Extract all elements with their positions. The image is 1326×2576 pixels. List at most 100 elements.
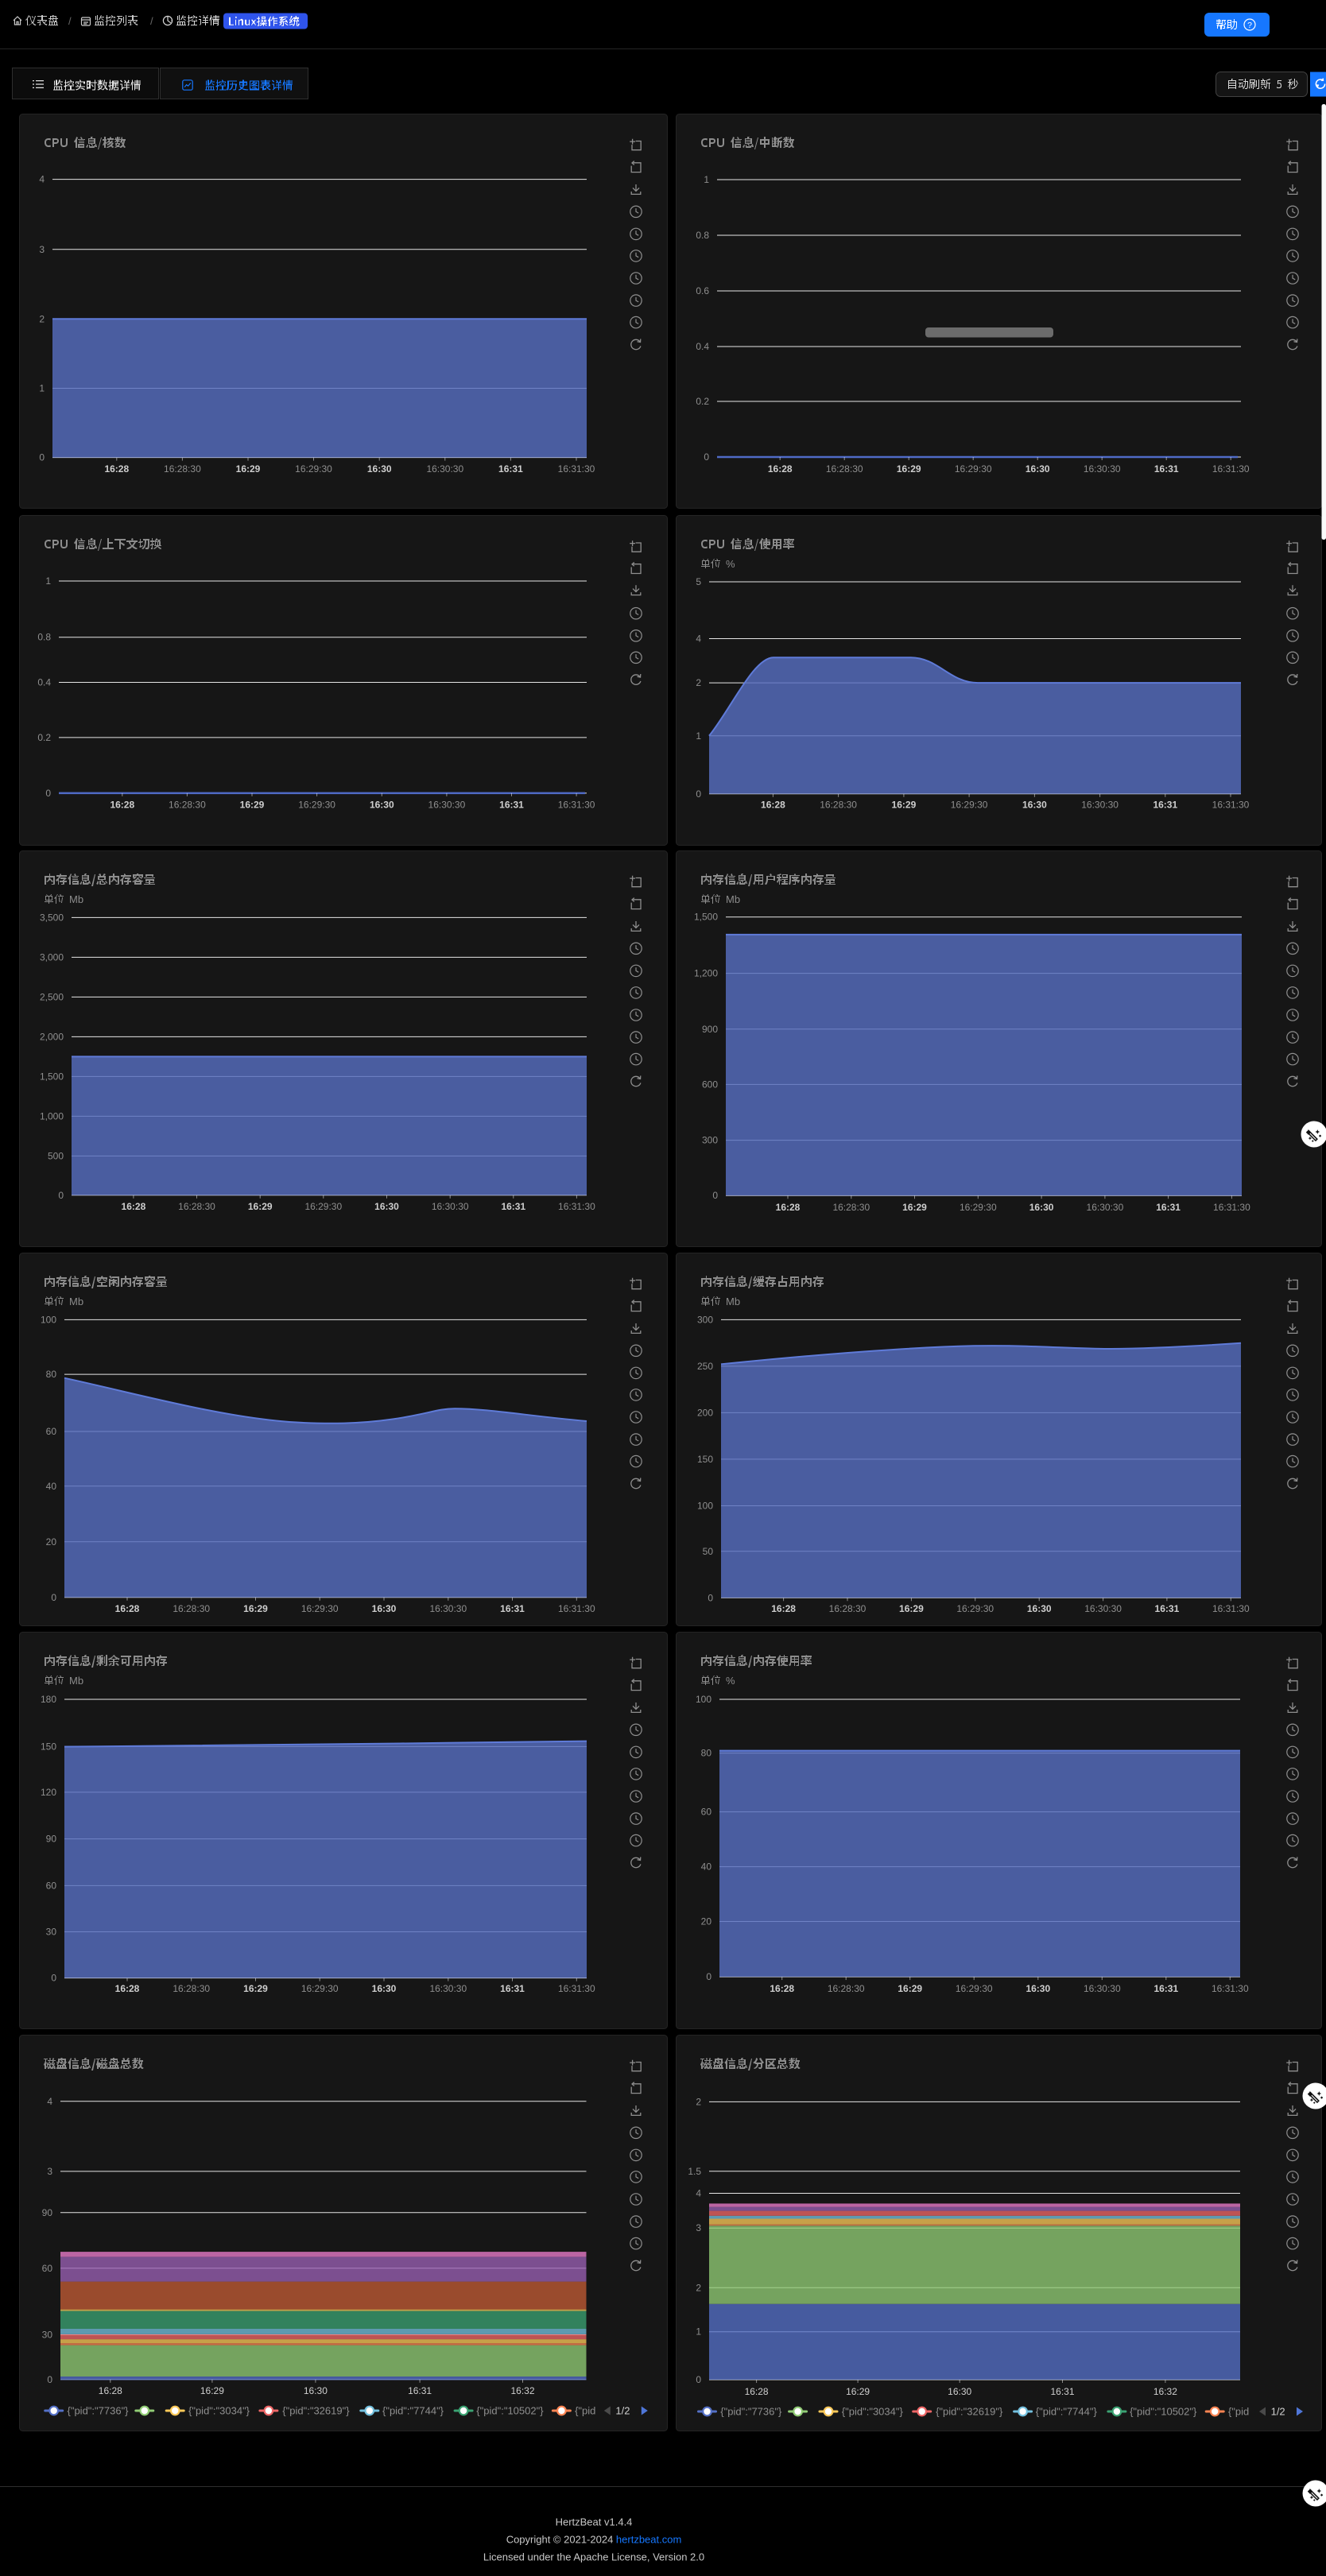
svg-text:{"pid":"7744"}: {"pid":"7744"}: [382, 2405, 444, 2417]
svg-text:1.5: 1.5: [688, 2166, 701, 2177]
svg-text:0: 0: [39, 452, 45, 463]
svg-text:0.8: 0.8: [37, 632, 51, 643]
svg-text:3,000: 3,000: [40, 951, 64, 963]
svg-text:60: 60: [701, 1807, 712, 1818]
svg-text:16:28:30: 16:28:30: [829, 1603, 867, 1614]
svg-text:16:31: 16:31: [1050, 2386, 1074, 2397]
svg-text:16:30: 16:30: [374, 1201, 399, 1212]
svg-text:16:28: 16:28: [771, 1603, 796, 1614]
svg-text:16:30: 16:30: [304, 2385, 328, 2396]
svg-text:1: 1: [696, 2326, 701, 2338]
svg-text:16:29: 16:29: [846, 2386, 870, 2397]
svg-text:100: 100: [697, 1501, 713, 1512]
svg-text:16:28:30: 16:28:30: [169, 799, 206, 810]
svg-text:60: 60: [46, 1426, 57, 1437]
svg-text:16:29: 16:29: [243, 1983, 268, 1994]
svg-text:16:31:30: 16:31:30: [1213, 1202, 1250, 1213]
svg-text:16:31:30: 16:31:30: [558, 1603, 595, 1614]
svg-text:0.4: 0.4: [37, 677, 51, 688]
svg-text:16:28: 16:28: [104, 463, 129, 475]
svg-text:16:29:30: 16:29:30: [951, 799, 988, 810]
svg-text:16:31: 16:31: [1153, 799, 1177, 810]
svg-text:{"pid":"10502"}: {"pid":"10502"}: [1130, 2406, 1197, 2418]
svg-text:80: 80: [701, 1748, 712, 1759]
svg-text:16:29:30: 16:29:30: [956, 1983, 993, 1994]
svg-text:2: 2: [696, 2282, 701, 2293]
svg-text:{"pid":"3034"}: {"pid":"3034"}: [842, 2406, 904, 2418]
svg-text:16:29:30: 16:29:30: [295, 463, 332, 475]
svg-text:{"pid":"3034"}: {"pid":"3034"}: [188, 2405, 250, 2417]
svg-text:60: 60: [46, 1880, 57, 1891]
svg-text:16:31:30: 16:31:30: [558, 799, 595, 810]
svg-text:16:30:30: 16:30:30: [1084, 463, 1121, 475]
svg-text:16:30: 16:30: [1026, 1983, 1050, 1994]
svg-text:16:29:30: 16:29:30: [301, 1603, 339, 1614]
svg-text:0: 0: [58, 1190, 64, 1201]
svg-text:30: 30: [42, 2330, 53, 2341]
svg-text:16:31: 16:31: [499, 799, 524, 810]
svg-text:16:28: 16:28: [770, 1983, 794, 1994]
svg-text:0: 0: [706, 1971, 711, 1982]
svg-text:16:30: 16:30: [367, 463, 392, 475]
svg-text:4: 4: [696, 2188, 701, 2199]
svg-text:5: 5: [696, 576, 701, 587]
svg-text:16:29: 16:29: [236, 463, 261, 475]
svg-text:0: 0: [45, 788, 51, 799]
svg-text:{"pid":"32619"}: {"pid":"32619"}: [936, 2406, 1003, 2418]
svg-text:{"pid: {"pid: [1228, 2406, 1249, 2418]
svg-text:20: 20: [701, 1916, 712, 1927]
svg-text:16:31:30: 16:31:30: [1212, 463, 1250, 475]
svg-text:16:29: 16:29: [899, 1603, 924, 1614]
svg-text:16:31: 16:31: [500, 1603, 525, 1614]
svg-text:16:31: 16:31: [408, 2385, 432, 2396]
svg-text:0: 0: [708, 1592, 713, 1603]
svg-text:3: 3: [696, 2222, 701, 2233]
svg-text:100: 100: [696, 1694, 711, 1705]
svg-text:0: 0: [51, 1973, 56, 1984]
svg-text:16:30:30: 16:30:30: [429, 1983, 467, 1994]
svg-text:600: 600: [702, 1079, 718, 1090]
svg-text:16:28:30: 16:28:30: [826, 463, 863, 475]
svg-text:{"pid":"10502"}: {"pid":"10502"}: [476, 2405, 544, 2417]
svg-text:16:28:30: 16:28:30: [173, 1983, 210, 1994]
svg-text:16:29: 16:29: [248, 1201, 273, 1212]
svg-text:0: 0: [47, 2374, 52, 2385]
svg-text:16:31:30: 16:31:30: [1212, 1603, 1250, 1614]
svg-text:16:30: 16:30: [372, 1983, 397, 1994]
svg-text:1: 1: [696, 730, 701, 742]
svg-text:4: 4: [39, 174, 45, 185]
svg-text:50: 50: [703, 1546, 714, 1557]
svg-text:0: 0: [696, 788, 701, 800]
svg-text:Mb: Mb: [726, 893, 740, 905]
svg-text:16:28: 16:28: [99, 2385, 122, 2396]
svg-text:40: 40: [701, 1861, 712, 1873]
svg-text:4: 4: [47, 2096, 52, 2107]
svg-text:HertzBeat v1.4.4: HertzBeat v1.4.4: [556, 2516, 633, 2528]
svg-text:250: 250: [697, 1361, 713, 1372]
svg-text:1: 1: [45, 575, 51, 587]
svg-text:1: 1: [39, 383, 45, 394]
svg-text:16:28:30: 16:28:30: [178, 1201, 215, 1212]
svg-text:4: 4: [696, 633, 701, 645]
svg-text:0.6: 0.6: [696, 285, 709, 296]
svg-text:16:29:30: 16:29:30: [955, 463, 992, 475]
svg-text:16:29:30: 16:29:30: [304, 1201, 342, 1212]
svg-text:16:30:30: 16:30:30: [1081, 799, 1119, 810]
svg-text:16:31:30: 16:31:30: [558, 1983, 595, 1994]
svg-text:120: 120: [41, 1787, 56, 1798]
svg-text:16:29: 16:29: [200, 2385, 224, 2396]
svg-text:0: 0: [696, 2374, 701, 2385]
svg-text:16:28: 16:28: [768, 463, 793, 475]
svg-text:16:30:30: 16:30:30: [1084, 1603, 1122, 1614]
svg-text:16:28: 16:28: [761, 799, 785, 810]
svg-text:16:30: 16:30: [1027, 1603, 1052, 1614]
svg-text:2: 2: [696, 2096, 701, 2107]
svg-text:16:31: 16:31: [498, 463, 523, 475]
svg-text:16:29: 16:29: [898, 1983, 922, 1994]
svg-text:16:28: 16:28: [115, 1983, 140, 1994]
svg-text:16:31:30: 16:31:30: [1212, 1983, 1249, 1994]
svg-text:0: 0: [704, 451, 709, 463]
svg-text:500: 500: [48, 1150, 64, 1161]
svg-text:90: 90: [46, 1834, 57, 1845]
svg-text:16:31: 16:31: [501, 1201, 525, 1212]
